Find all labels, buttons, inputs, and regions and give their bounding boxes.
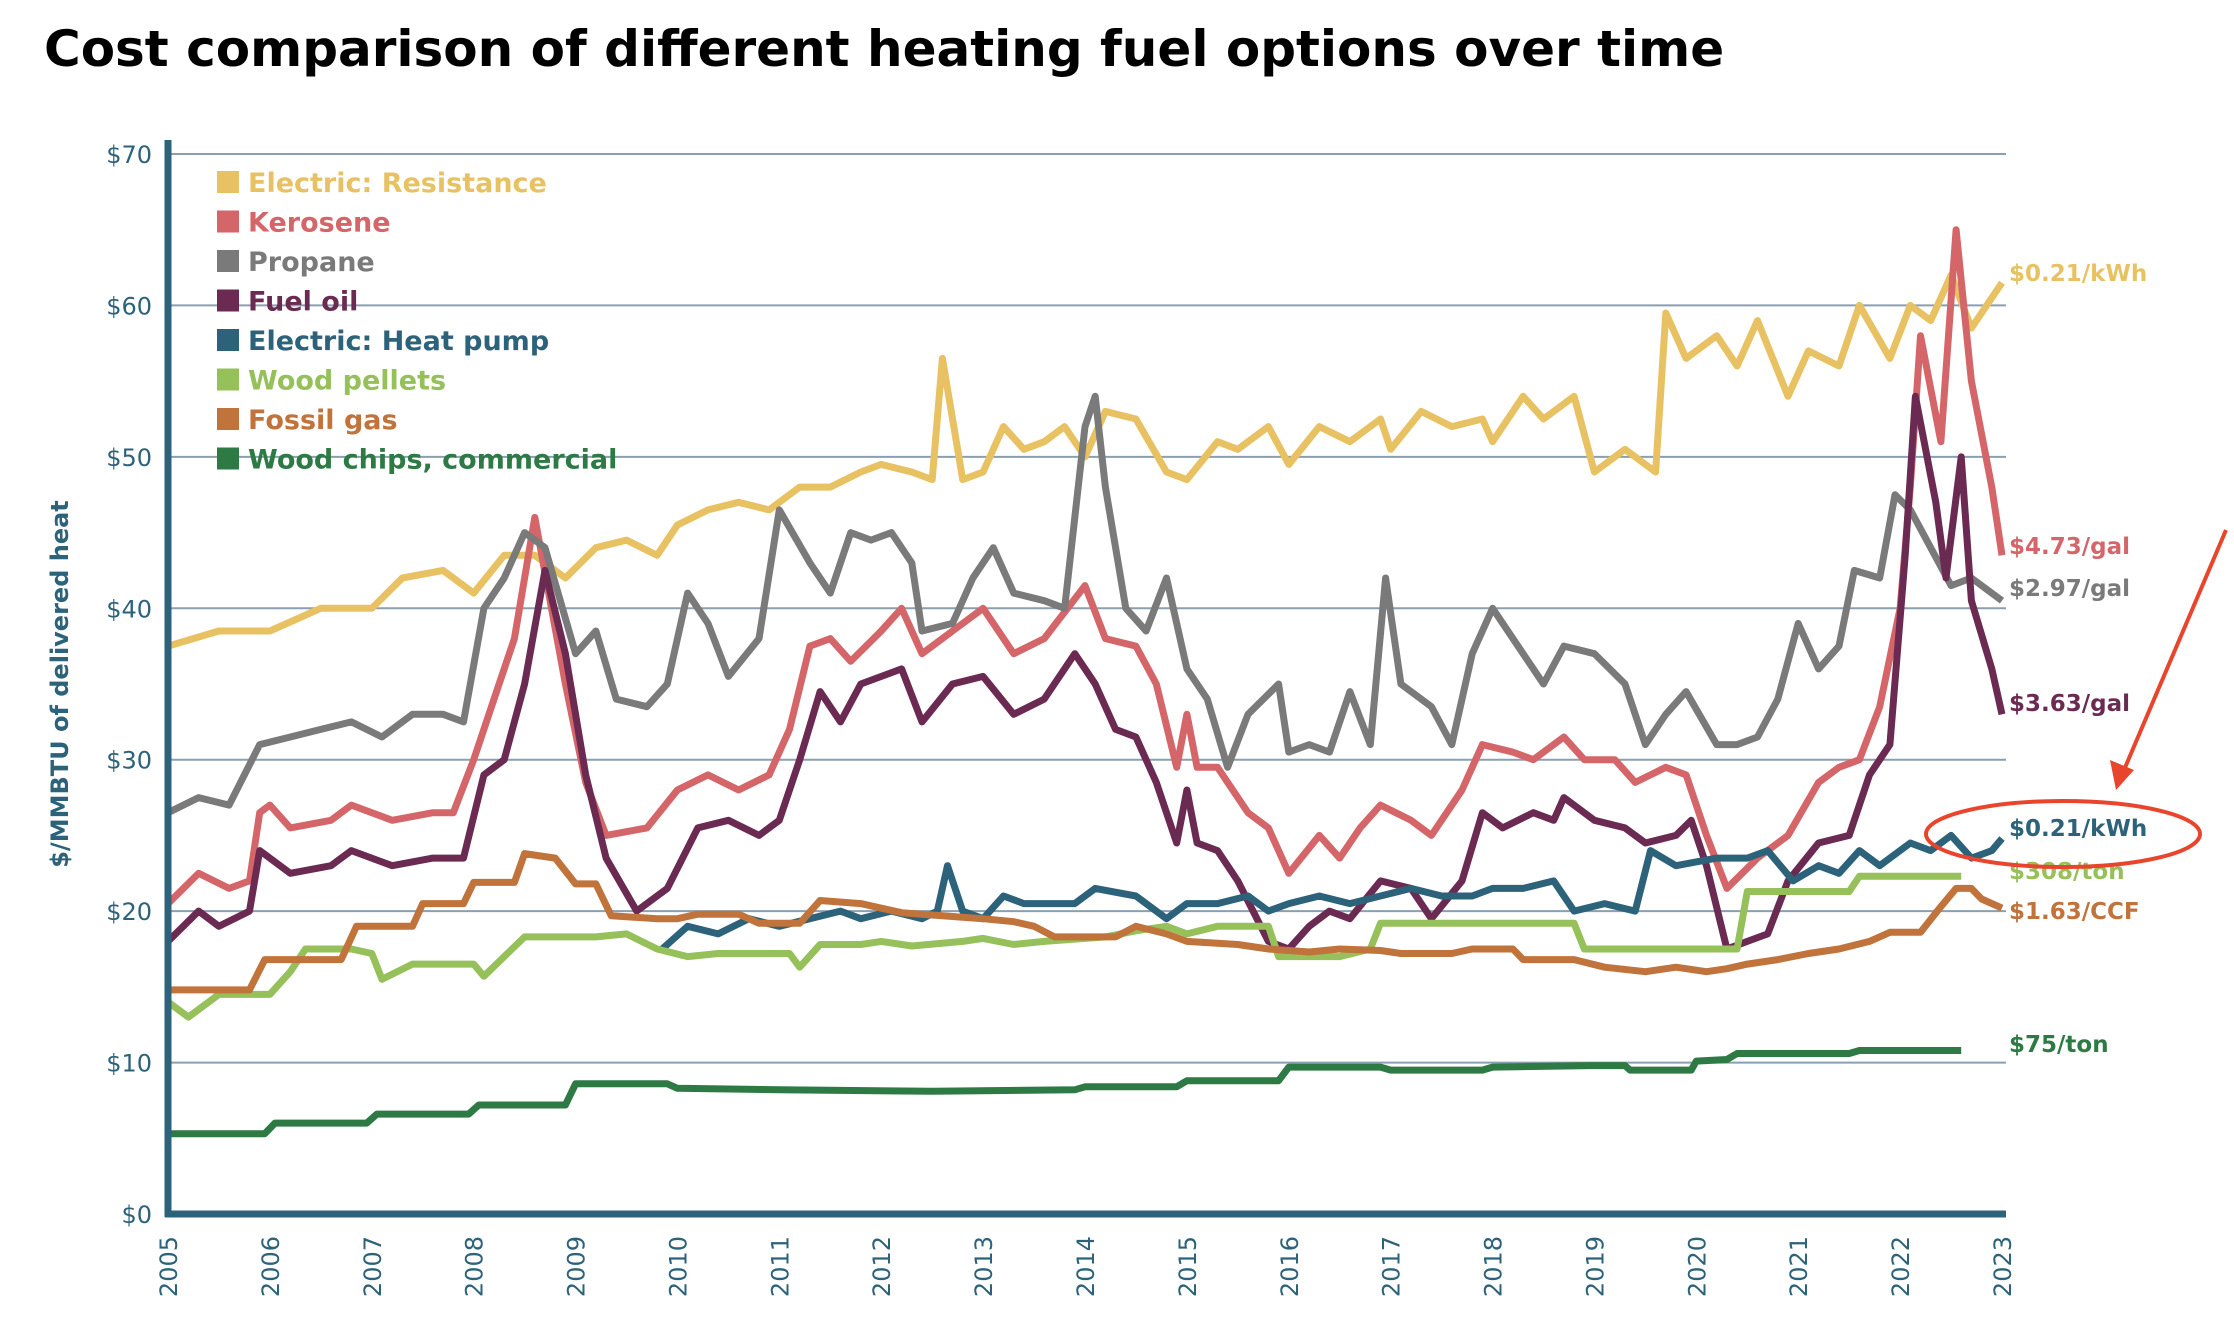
y-tick-label: $60 [106, 292, 152, 320]
y-tick-label: $50 [106, 444, 152, 472]
legend-swatch [217, 447, 239, 470]
legend-label: Fuel oil [248, 287, 358, 318]
y-tick-label: $0 [121, 1201, 152, 1229]
x-tick-label: 2022 [1887, 1236, 1915, 1297]
highlight-ellipse [1924, 799, 2202, 869]
x-tick-label: 2018 [1480, 1236, 1508, 1297]
x-tick-label: 2006 [257, 1236, 285, 1297]
y-tick-label: $30 [106, 747, 152, 775]
legend-swatch [217, 408, 239, 430]
axes [164, 140, 2006, 1218]
y-axis-label: $/MMBTU of delivered heat [46, 500, 74, 868]
x-tick-label: 2015 [1174, 1236, 1202, 1297]
x-tick-label: 2014 [1072, 1236, 1100, 1297]
arrow-head-icon [2110, 760, 2134, 790]
series-line-fossil-gas [168, 850, 2004, 994]
x-tick-label: 2012 [868, 1236, 896, 1297]
x-tick-label: 2023 [1989, 1236, 2017, 1297]
x-tick-label: 2013 [970, 1236, 998, 1297]
series-line-wood-chips-commercial [168, 1047, 1962, 1138]
end-label: $1.63/CCF [2009, 899, 2140, 925]
series-line-wood-pellets [165, 872, 1962, 1021]
end-labels: $0.21/kWh $4.73/gal $2.97/gal $3.63/gal $0.2… [2009, 261, 2147, 1058]
end-label: $75/ton [2009, 1032, 2109, 1058]
legend-swatch [217, 250, 239, 272]
x-tick-labels: 2005 2006 2007 2008 2009 2010 2011 2012 2013 2014… [155, 1236, 2017, 1297]
gridlines [168, 153, 2006, 1064]
chart-title: Cost comparison of different heating fue… [44, 20, 1724, 78]
legend-label: Fossil gas [248, 405, 398, 436]
end-label: $0.21/kWh [2009, 816, 2147, 842]
x-tick-label: 2008 [461, 1236, 489, 1297]
series-line-electric-resistance [167, 271, 2005, 650]
legend-swatch [217, 210, 239, 233]
legend-label: Kerosene [248, 208, 391, 239]
y-tick-label: $20 [106, 898, 152, 926]
x-tick-label: 2019 [1581, 1236, 1609, 1297]
end-label: $308/ton [2009, 859, 2125, 885]
legend-label: Wood chips, commercial [248, 445, 617, 476]
end-label: $2.97/gal [2009, 576, 2130, 602]
legend-label: Propane [248, 247, 375, 278]
end-label: $3.63/gal [2009, 691, 2130, 717]
x-tick-label: 2020 [1683, 1236, 1711, 1297]
x-tick-label: 2017 [1378, 1236, 1406, 1297]
legend-swatch [217, 171, 239, 193]
legend-swatch [217, 289, 239, 312]
x-tick-label: 2016 [1276, 1236, 1304, 1297]
legend-label: Electric: Heat pump [248, 326, 549, 357]
arrow-shaft [2122, 529, 2228, 771]
legend-swatch [217, 329, 239, 351]
legend: Electric: Resistance Kerosene Propane Fuel … [217, 168, 617, 476]
annotation [1924, 529, 2228, 869]
series-lines [165, 226, 2006, 1138]
end-label: $0.21/kWh [2009, 261, 2147, 287]
y-tick-label: $40 [106, 595, 152, 623]
x-tick-label: 2010 [664, 1236, 692, 1297]
x-tick-label: 2009 [563, 1236, 591, 1297]
series-line-propane [166, 392, 2005, 816]
x-tick-label: 2007 [359, 1236, 387, 1297]
legend-swatch [217, 368, 239, 391]
legend-label: Electric: Resistance [248, 168, 547, 199]
end-label: $4.73/gal [2009, 534, 2130, 560]
legend-label: Wood pellets [248, 366, 446, 397]
series-line-electric-heat-pump [659, 831, 2005, 952]
x-tick-label: 2011 [766, 1236, 794, 1297]
y-tick-labels: $0 $10 $20 $30 $40 $50 $60 $70 [106, 141, 152, 1229]
series-line-fuel-oil [165, 392, 2006, 953]
y-tick-label: $70 [106, 141, 152, 169]
x-tick-label: 2021 [1785, 1236, 1813, 1297]
y-tick-label: $10 [106, 1050, 152, 1078]
x-tick-label: 2005 [155, 1236, 183, 1297]
